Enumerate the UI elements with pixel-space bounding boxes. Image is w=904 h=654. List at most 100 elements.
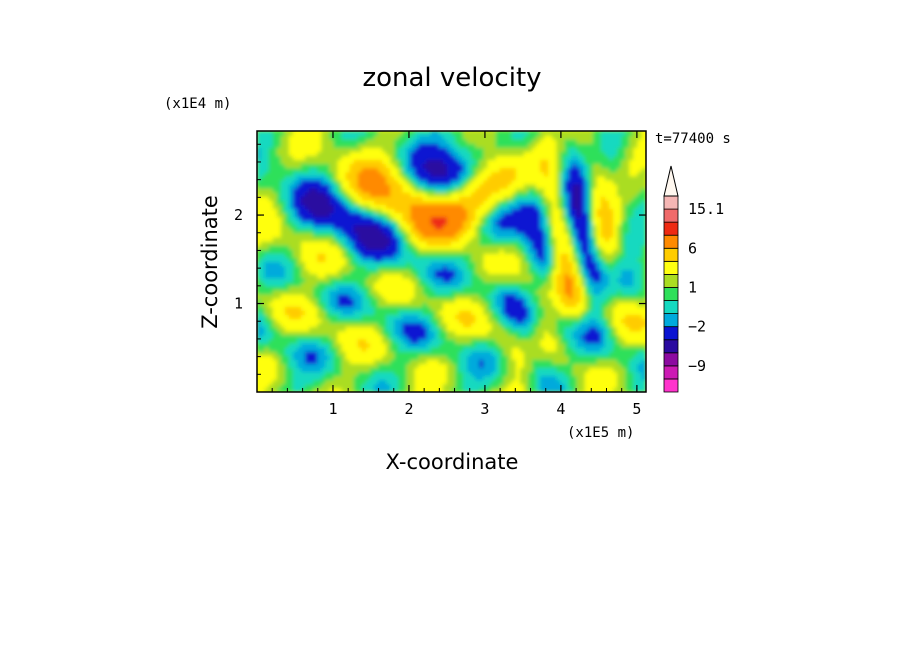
field-cell	[459, 146, 465, 152]
field-cell	[349, 379, 355, 385]
field-cell	[317, 256, 323, 262]
field-cell	[345, 297, 351, 303]
field-cell	[471, 277, 477, 283]
field-cell	[548, 322, 554, 328]
field-cell	[264, 199, 270, 205]
field-cell	[568, 138, 574, 144]
field-cell	[438, 322, 444, 328]
field-cell	[552, 203, 558, 209]
field-cell	[455, 318, 461, 324]
field-cell	[369, 362, 376, 369]
field-cell	[536, 273, 542, 279]
field-cell	[426, 358, 432, 364]
field-cell	[471, 142, 477, 148]
field-cell	[329, 338, 335, 344]
field-cell	[313, 367, 319, 373]
field-cell	[317, 371, 323, 377]
field-cell	[532, 207, 538, 214]
field-cell	[297, 330, 303, 336]
field-cell	[313, 163, 319, 169]
field-cell	[349, 232, 355, 238]
field-cell	[325, 289, 331, 295]
field-cell	[511, 163, 517, 169]
field-cell	[288, 228, 294, 234]
field-cell	[507, 342, 513, 348]
field-cell	[446, 293, 452, 299]
field-cell	[257, 244, 262, 250]
field-cell	[495, 273, 501, 279]
field-cell	[475, 330, 481, 336]
field-cell	[467, 375, 473, 381]
field-cell	[511, 309, 517, 316]
field-cell	[479, 350, 485, 356]
field-cell	[527, 203, 534, 209]
field-cell	[390, 285, 396, 291]
field-cell	[438, 203, 444, 209]
field-cell	[357, 305, 363, 311]
field-cell	[544, 256, 550, 262]
field-cell	[548, 138, 554, 144]
field-cell	[329, 342, 335, 348]
field-cell	[386, 273, 392, 279]
field-cell	[438, 281, 444, 287]
field-cell	[345, 175, 351, 181]
field-cell	[369, 212, 376, 218]
field-cell	[451, 265, 457, 271]
field-cell	[487, 256, 493, 262]
field-cell	[260, 159, 266, 165]
field-cell	[369, 154, 376, 161]
field-cell	[357, 314, 363, 320]
field-cell	[507, 383, 513, 389]
field-cell	[410, 334, 416, 340]
field-cell	[292, 240, 299, 246]
field-cell	[301, 236, 307, 242]
field-cell	[479, 281, 485, 287]
field-cell	[507, 212, 513, 218]
field-cell	[527, 346, 534, 352]
field-cell	[406, 199, 412, 205]
field-cell	[471, 228, 477, 234]
field-cell	[382, 138, 388, 144]
field-cell	[284, 354, 290, 360]
field-cell	[301, 171, 307, 177]
field-cell	[552, 179, 558, 185]
field-cell	[402, 297, 408, 303]
field-cell	[345, 199, 351, 205]
field-cell	[540, 236, 546, 242]
field-cell	[523, 305, 529, 311]
field-cell	[337, 248, 343, 254]
field-cell	[309, 375, 315, 381]
field-cell	[394, 212, 400, 218]
field-cell	[349, 305, 355, 311]
field-cell	[536, 383, 542, 389]
field-cell	[357, 171, 363, 177]
field-cell	[426, 371, 432, 377]
field-cell	[491, 265, 497, 271]
field-cell	[257, 216, 262, 222]
field-cell	[257, 171, 262, 177]
field-cell	[455, 228, 461, 234]
field-cell	[280, 362, 286, 369]
field-cell	[301, 314, 307, 320]
field-cell	[341, 293, 347, 299]
field-cell	[519, 256, 525, 262]
field-cell	[333, 220, 339, 226]
field-cell	[442, 163, 448, 169]
field-cell	[430, 248, 436, 254]
field-cell	[540, 314, 546, 320]
field-cell	[560, 318, 566, 324]
field-cell	[451, 207, 457, 214]
field-cell	[507, 228, 513, 234]
field-cell	[491, 293, 497, 299]
field-cell	[341, 358, 347, 364]
field-cell	[503, 301, 509, 307]
field-cell	[257, 179, 262, 185]
field-cell	[349, 175, 355, 181]
field-cell	[386, 195, 392, 201]
field-cell	[422, 191, 428, 197]
field-cell	[297, 159, 303, 165]
field-cell	[333, 199, 339, 205]
field-cell	[260, 277, 266, 283]
field-cell	[446, 346, 452, 352]
field-cell	[284, 358, 290, 364]
